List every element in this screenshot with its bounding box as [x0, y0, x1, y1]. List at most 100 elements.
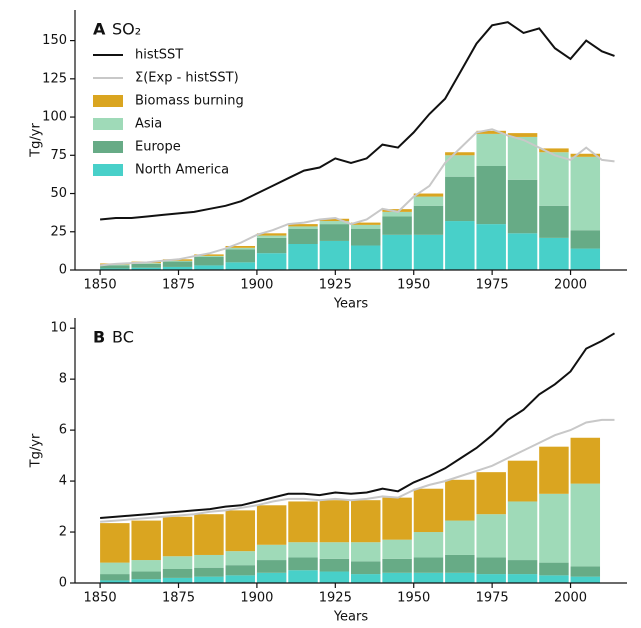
- bar-segment: [539, 152, 569, 206]
- legend-swatch: [93, 141, 123, 153]
- bar-segment: [539, 493, 569, 563]
- x-tick-label: 1875: [162, 591, 195, 606]
- bar-segment: [413, 557, 444, 573]
- x-tick-label: 1850: [84, 278, 117, 293]
- bar-segment: [507, 574, 538, 583]
- bar-segment: [507, 460, 538, 502]
- bar-segment: [351, 224, 381, 229]
- bar-segment: [413, 572, 444, 583]
- legend-label: Σ(Exp - histSST): [135, 71, 239, 86]
- y-tick-label: 0: [59, 263, 67, 278]
- bar-segment: [476, 472, 506, 515]
- bar-segment: [570, 437, 601, 484]
- bar-segment: [476, 133, 506, 166]
- legend-label: Biomass burning: [135, 94, 244, 109]
- line: [100, 128, 615, 267]
- bar-segment: [194, 257, 224, 266]
- bar-segment: [225, 247, 256, 250]
- bar-segment: [319, 218, 350, 222]
- x-tick-label: 1975: [476, 278, 509, 293]
- bar-segment: [288, 542, 318, 558]
- legend-label: North America: [135, 163, 229, 178]
- bar-segment: [445, 479, 475, 521]
- bar-segment: [288, 224, 318, 227]
- bar-segment: [570, 566, 601, 577]
- bar-segment: [382, 539, 412, 559]
- bar-segment: [319, 500, 350, 543]
- x-tick-label: 1900: [240, 591, 273, 606]
- bar-segment: [194, 254, 224, 256]
- x-tick-label: 1950: [397, 591, 430, 606]
- x-tick-label: 1925: [319, 591, 352, 606]
- y-tick-label: 0: [59, 576, 67, 591]
- bar-segment: [570, 230, 601, 249]
- bar-segment: [413, 488, 444, 533]
- bar-segment: [288, 557, 318, 571]
- bar-segment: [100, 562, 130, 575]
- x-tick-label: 2000: [554, 278, 587, 293]
- y-tick-label: 10: [50, 321, 67, 336]
- bar-segment: [131, 571, 161, 580]
- bar-segment: [570, 156, 601, 231]
- bar-segment: [351, 574, 381, 583]
- y-tick-label: 75: [50, 148, 67, 163]
- x-tick-label: 1875: [162, 278, 195, 293]
- bar-segment: [225, 249, 256, 263]
- bar-segment: [445, 176, 475, 222]
- bar-segment: [194, 554, 224, 568]
- bar-segment: [194, 255, 224, 257]
- bar-segment: [507, 179, 538, 234]
- bar-segment: [351, 222, 381, 225]
- bar-segment: [319, 221, 350, 225]
- bar-segment: [382, 558, 412, 573]
- line: [100, 332, 616, 519]
- bar-segment: [413, 234, 444, 270]
- bar-segment: [100, 264, 130, 266]
- bar-segment: [162, 516, 193, 557]
- y-tick-label: 125: [42, 71, 67, 86]
- panel-label: B: [93, 328, 105, 347]
- legend-swatch: [93, 95, 123, 107]
- bar-segment: [570, 576, 601, 583]
- bar-segment: [288, 570, 318, 583]
- bar-segment: [445, 152, 475, 156]
- bar-segment: [194, 265, 224, 270]
- bar-segment: [288, 226, 318, 229]
- y-axis-label: Tg/yr: [29, 123, 44, 158]
- bar-segment: [382, 234, 412, 270]
- legend-label: Asia: [135, 117, 162, 132]
- bar-segment: [162, 260, 193, 262]
- bar-segment: [351, 245, 381, 270]
- y-tick-label: 100: [42, 110, 67, 125]
- y-axis-label: Tg/yr: [29, 433, 44, 468]
- bar-segment: [351, 228, 381, 246]
- bar-segment: [413, 193, 444, 197]
- legend-label: Europe: [135, 140, 181, 155]
- bar-segment: [288, 501, 318, 543]
- bar-segment: [194, 576, 224, 583]
- bar-segment: [570, 153, 601, 157]
- bar-segment: [351, 542, 381, 562]
- bar-segment: [570, 483, 601, 567]
- x-axis-label: Years: [333, 610, 369, 625]
- bar-segment: [507, 136, 538, 180]
- y-tick-label: 2: [59, 525, 67, 540]
- panel-title: BC: [112, 328, 134, 347]
- bar-segment: [319, 558, 350, 572]
- bar-segment: [100, 574, 130, 581]
- bar-segment: [476, 514, 506, 558]
- bar-segment: [476, 557, 506, 575]
- bar-segment: [539, 205, 569, 238]
- y-tick-label: 4: [59, 474, 67, 489]
- bar-segment: [131, 579, 161, 583]
- x-tick-label: 1925: [319, 278, 352, 293]
- bar-segment: [225, 262, 256, 270]
- x-tick-label: 1950: [397, 278, 430, 293]
- bar-segment: [445, 554, 475, 573]
- x-tick-label: 1900: [240, 278, 273, 293]
- legend-label: histSST: [135, 48, 183, 63]
- bar-segment: [256, 572, 287, 583]
- bar-segment: [256, 233, 287, 236]
- x-axis-label: Years: [333, 297, 369, 312]
- bar-segment: [288, 244, 318, 270]
